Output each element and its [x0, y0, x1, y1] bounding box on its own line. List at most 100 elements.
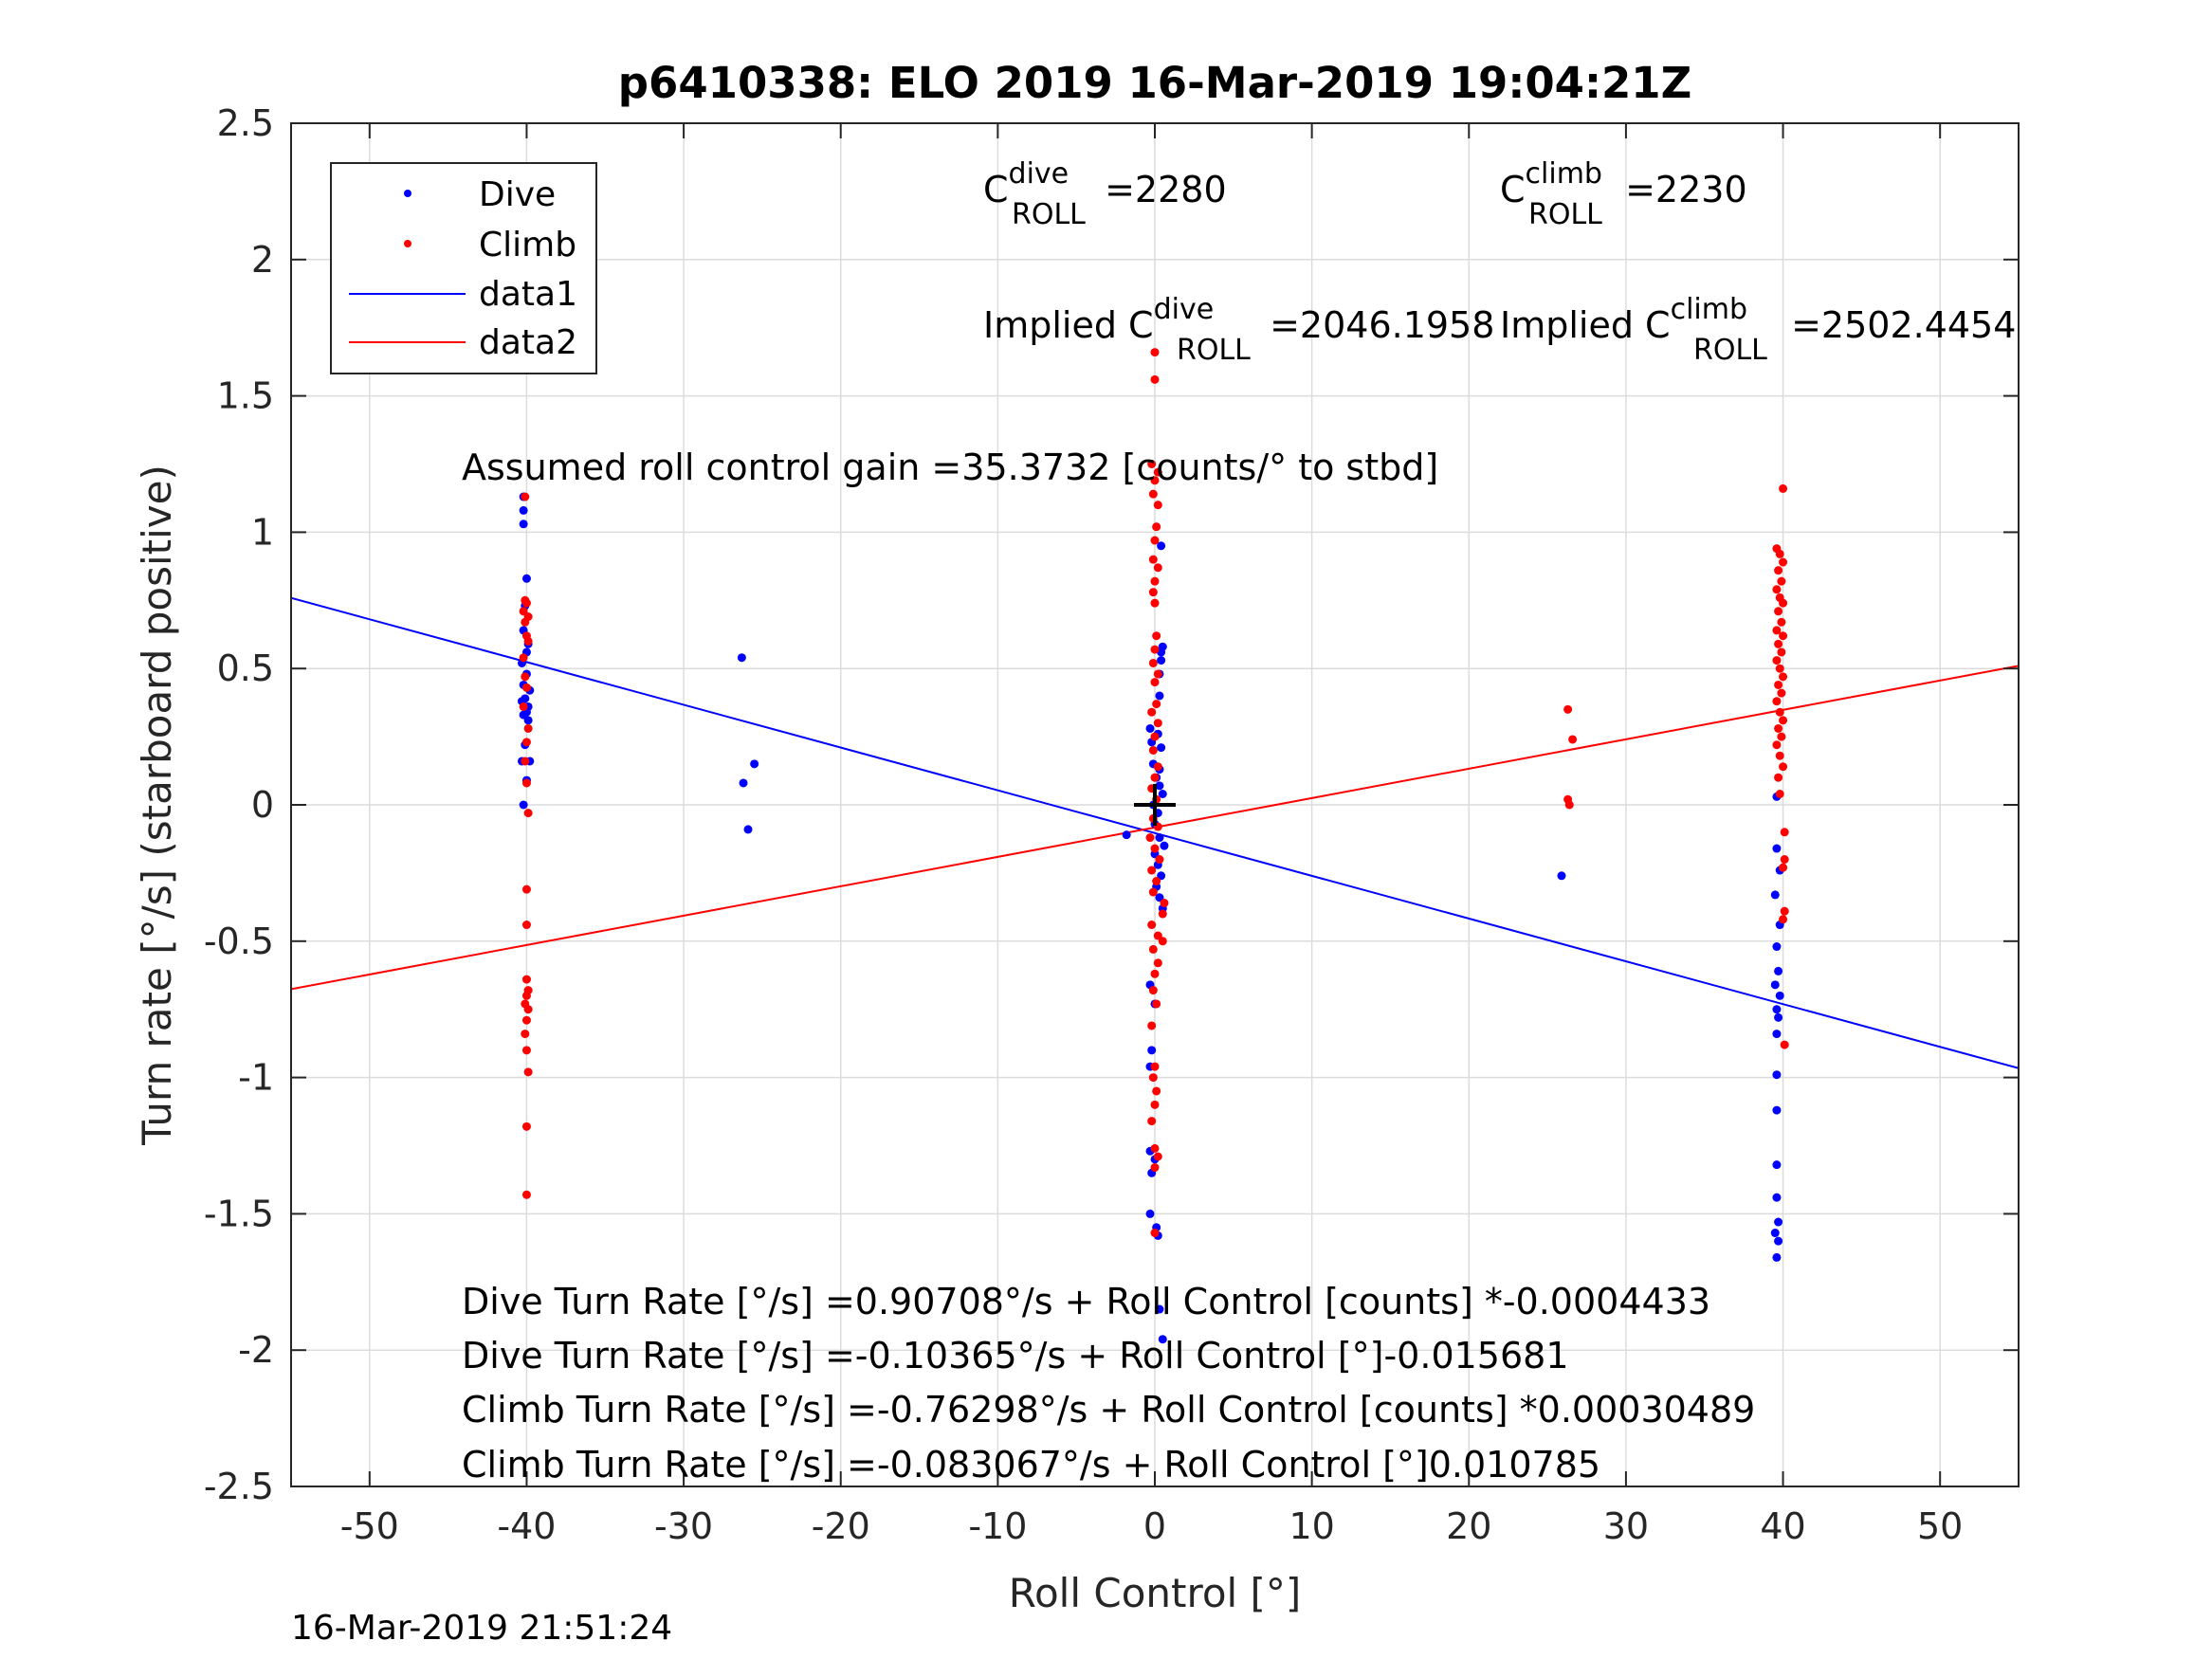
- climb-point: [1775, 751, 1784, 760]
- climb-point: [1152, 1086, 1161, 1096]
- climb-point: [1779, 672, 1788, 682]
- c-dive-annotation: Cdive ROLL =2280: [983, 157, 1227, 231]
- climb-point: [1153, 719, 1162, 728]
- climb-equation-degrees: Climb Turn Rate [°/s] =-0.083067°/s + Ro…: [462, 1444, 1600, 1486]
- legend-climb-marker: [404, 240, 411, 247]
- climb-point: [1148, 745, 1158, 755]
- dive-point: [523, 716, 533, 725]
- dive-point: [1145, 1209, 1155, 1218]
- climb-point: [1779, 716, 1788, 725]
- climb-point: [1772, 740, 1782, 750]
- climb-point: [519, 702, 528, 711]
- dive-point: [1160, 841, 1169, 850]
- climb-point: [1147, 460, 1157, 468]
- climb-point: [1148, 944, 1158, 954]
- climb-point: [1774, 773, 1783, 782]
- y-tick-label: 0.5: [217, 647, 274, 689]
- climb-point: [1775, 549, 1784, 558]
- climb-point: [1150, 374, 1160, 384]
- dive-point: [1557, 871, 1566, 881]
- climb-point: [1152, 700, 1161, 709]
- climb-point: [1153, 563, 1162, 573]
- dive-point: [750, 759, 759, 769]
- dive-point: [1155, 833, 1164, 843]
- climb-point: [1777, 617, 1786, 627]
- dive-point: [1770, 980, 1780, 990]
- climb-point: [523, 809, 533, 818]
- axis-ticks: [291, 122, 2019, 1487]
- x-tick-label: -50: [340, 1505, 399, 1547]
- dive-point: [737, 653, 746, 663]
- chart-title: p6410338: ELO 2019 16-Mar-2019 19:04:21Z: [618, 58, 1691, 108]
- dive-point: [1155, 1304, 1164, 1314]
- climb-point: [1147, 921, 1157, 930]
- dive-point: [1157, 656, 1166, 665]
- climb-point: [1772, 626, 1782, 635]
- climb-point: [523, 723, 533, 733]
- climb-point: [1779, 598, 1788, 608]
- c-climb-annotation: Cclimb ROLL =2230: [1500, 157, 1747, 231]
- x-tick-label: 0: [1143, 1505, 1166, 1547]
- plot-area: [291, 348, 2019, 1344]
- x-tick-label: -30: [654, 1505, 713, 1547]
- legend-data2-label: data2: [479, 323, 577, 362]
- climb-point: [1147, 707, 1157, 717]
- climb-point: [1775, 707, 1784, 717]
- climb-point: [1153, 958, 1162, 968]
- climb-point: [521, 1190, 531, 1199]
- y-tick-label: 1: [251, 511, 274, 553]
- dive-point: [1158, 789, 1167, 798]
- climb-point: [521, 1121, 531, 1131]
- y-tick-label: 2: [251, 239, 274, 281]
- y-tick-label: -1: [238, 1057, 274, 1099]
- climb-point: [1780, 1040, 1789, 1049]
- dive-point: [1772, 1070, 1782, 1080]
- legend-data1-label: data1: [479, 275, 577, 314]
- dive-point: [1772, 1105, 1782, 1115]
- climb-point: [1148, 887, 1158, 897]
- climb-point: [1779, 557, 1788, 567]
- climb-point: [1777, 647, 1786, 657]
- climb-point: [521, 757, 530, 766]
- dive-point: [1157, 743, 1166, 753]
- dive-point: [1775, 991, 1784, 1000]
- y-axis-label: Turn rate [°/s] (starboard positive): [134, 465, 180, 1146]
- tick-labels: -50 -40 -30 -20 -10 0 10 20 30 40 50-2.5-2-1.5-1-0…: [204, 102, 1964, 1547]
- climb-point: [1563, 704, 1573, 714]
- legend: Dive Climb data1 data2: [330, 162, 597, 374]
- dive-point: [1772, 1030, 1782, 1039]
- climb-point: [1147, 1021, 1157, 1030]
- origin-marker: [1134, 784, 1176, 826]
- climb-point: [1152, 877, 1161, 886]
- climb-point: [1150, 476, 1160, 485]
- data-points: [517, 348, 1789, 1344]
- climb-point: [1148, 588, 1158, 597]
- x-tick-label: -20: [812, 1505, 870, 1547]
- legend-dive-marker: [404, 190, 411, 197]
- dive-point: [743, 825, 753, 834]
- climb-point: [1153, 501, 1162, 510]
- climb-point: [1150, 1143, 1160, 1153]
- climb-point: [1160, 899, 1169, 908]
- dive-point: [1772, 1160, 1782, 1170]
- climb-point: [1152, 631, 1161, 641]
- climb-point: [1777, 732, 1786, 741]
- climb-point: [1158, 909, 1167, 919]
- climb-point: [521, 617, 530, 627]
- climb-point: [1150, 348, 1160, 357]
- climb-point: [1152, 522, 1161, 532]
- dive-point: [1770, 890, 1780, 900]
- climb-point: [521, 492, 530, 501]
- climb-point: [1153, 467, 1162, 477]
- climb-point: [521, 738, 531, 747]
- climb-point: [1145, 833, 1155, 843]
- climb-point: [1772, 656, 1782, 665]
- climb-point: [1150, 678, 1160, 687]
- climb-point: [1150, 773, 1160, 782]
- climb-point: [1147, 866, 1157, 875]
- climb-point: [1148, 658, 1158, 667]
- x-tick-label: 40: [1760, 1505, 1805, 1547]
- x-axis-label: Roll Control [°]: [1009, 1570, 1302, 1616]
- climb-point: [1779, 483, 1788, 493]
- dive-point: [521, 574, 531, 583]
